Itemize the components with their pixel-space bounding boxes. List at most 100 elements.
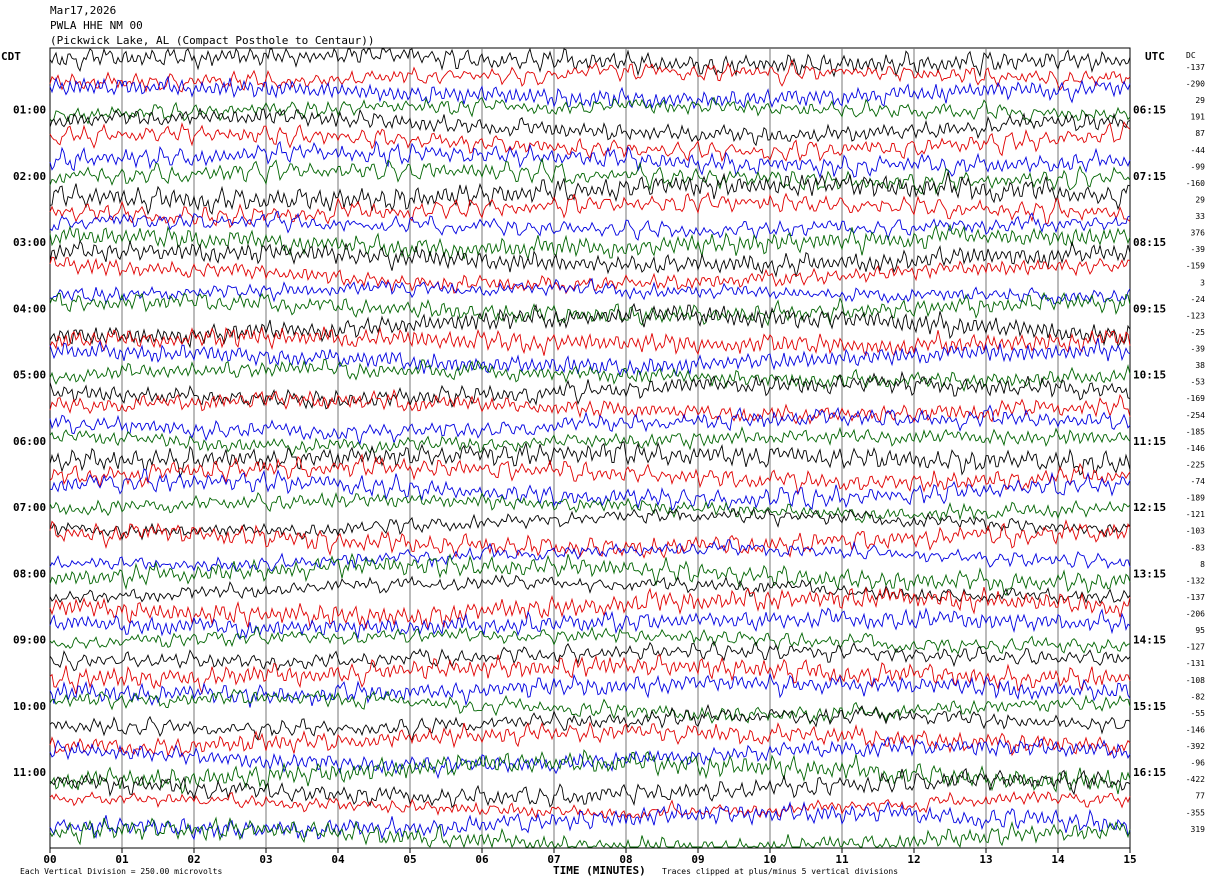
dc-offset-label: -422 [1186,775,1205,784]
seismic-trace [49,574,1131,606]
dc-offset-label: -55 [1191,709,1206,718]
dc-offset-label: -225 [1186,460,1205,469]
seismic-trace [49,552,1131,596]
dc-offset-label: -39 [1191,345,1206,354]
seismic-trace [49,816,1131,849]
x-tick-label: 03 [259,853,272,866]
station-label: PWLA HHE NM 00 [50,19,143,32]
left-hour-label: 01:00 [13,104,46,117]
dc-offset-label: -159 [1186,262,1205,271]
seismic-trace [49,256,1131,295]
dc-offset-label: 87 [1195,129,1205,138]
dc-offset-label: -206 [1186,610,1205,619]
dc-offset-label: 376 [1191,229,1206,238]
dc-offset-label: -290 [1186,80,1205,89]
seismic-trace [49,172,1131,216]
left-hour-label: 11:00 [13,766,46,779]
dc-offset-label: -121 [1186,510,1205,519]
left-hour-label: 05:00 [13,369,46,382]
seismic-trace [49,388,1131,425]
dc-offset-label: 33 [1195,212,1205,221]
seismic-trace [49,721,1131,758]
x-tick-label: 09 [691,853,704,866]
seismic-trace [49,302,1131,349]
right-hour-label: 14:15 [1133,634,1166,647]
seismic-trace [49,453,1131,496]
dc-label: DC [1186,51,1196,60]
x-tick-label: 07 [547,853,560,866]
dc-offset-label: -82 [1191,692,1206,701]
dc-offset-label: -103 [1186,527,1205,536]
dc-offset-label: -24 [1191,295,1206,304]
seismic-trace [49,508,1131,541]
seismic-trace [49,404,1131,446]
left-hour-label: 03:00 [13,236,46,249]
dc-offset-label: -169 [1186,394,1205,403]
dc-offset-label: -137 [1186,63,1205,72]
seismic-trace [49,358,1131,392]
x-tick-label: 12 [907,853,920,866]
seismic-trace [49,703,1131,741]
x-tick-label: 06 [475,853,489,866]
dc-offset-label: -137 [1186,593,1205,602]
dc-offset-label: -44 [1191,146,1206,155]
dc-offset-label: -108 [1186,676,1205,685]
dc-offset-label: -146 [1186,444,1205,453]
right-hour-label: 16:15 [1133,766,1166,779]
seismic-trace [49,673,1131,708]
dc-offset-label: -392 [1186,742,1205,751]
dc-offset-label: -53 [1191,378,1206,387]
x-tick-label: 04 [331,853,345,866]
right-hour-label: 06:15 [1133,104,1166,117]
dc-offset-label: -39 [1191,245,1206,254]
right-hour-label: 13:15 [1133,567,1166,580]
x-tick-label: 02 [187,853,200,866]
seismic-trace [49,191,1131,229]
footer-scale: Each Vertical Division = 250.00 microvol… [20,867,222,876]
dc-offset-label: -185 [1186,427,1205,436]
seismic-trace [49,426,1131,457]
dc-offset-label: -127 [1186,643,1205,652]
dc-offset-label: -146 [1186,725,1205,734]
seismic-trace [49,767,1131,809]
x-tick-label: 08 [619,853,632,866]
seismic-trace [49,688,1131,725]
seismic-trace [49,626,1131,655]
left-hour-label: 08:00 [13,567,46,580]
x-tick-label: 11 [835,853,849,866]
left-axis-label: CDT [1,50,21,63]
seismic-trace [49,736,1131,780]
seismic-trace [49,491,1131,524]
dc-offset-label: -132 [1186,576,1205,585]
seismic-trace [49,75,1131,110]
right-hour-label: 12:15 [1133,501,1166,514]
seismic-trace [49,223,1131,261]
dc-offset-label: -99 [1191,162,1206,171]
seismic-trace [49,370,1131,410]
x-tick-label: 01 [115,853,129,866]
x-tick-label: 10 [763,853,776,866]
seismic-trace [49,468,1131,512]
x-tick-label: 15 [1123,853,1136,866]
x-tick-label: 14 [1051,853,1065,866]
x-tick-label: 05 [403,853,416,866]
chart-labels: 00 01 02 03 04 05 06 07 08 09 10 11 12 13 14 15 CDT UTC DC… [1,50,1205,877]
seismic-trace [49,441,1131,479]
footer-clip: Traces clipped at plus/minus 5 vertical … [662,867,898,876]
dc-offset-label: 8 [1200,560,1205,569]
seismic-trace [49,239,1131,278]
right-hour-label: 08:15 [1133,236,1166,249]
left-hour-label: 06:00 [13,435,46,448]
seismic-trace [49,47,1131,78]
seismic-trace [49,291,1131,327]
dc-offset-label: -83 [1191,543,1206,552]
chart-grid [49,47,1131,853]
seismic-trace [49,539,1131,573]
left-hour-label: 02:00 [13,170,46,183]
right-hour-label: 15:15 [1133,700,1166,713]
seismic-trace [49,654,1131,695]
dc-offset-label: 38 [1195,361,1205,370]
dc-offset-label: -74 [1191,477,1206,486]
